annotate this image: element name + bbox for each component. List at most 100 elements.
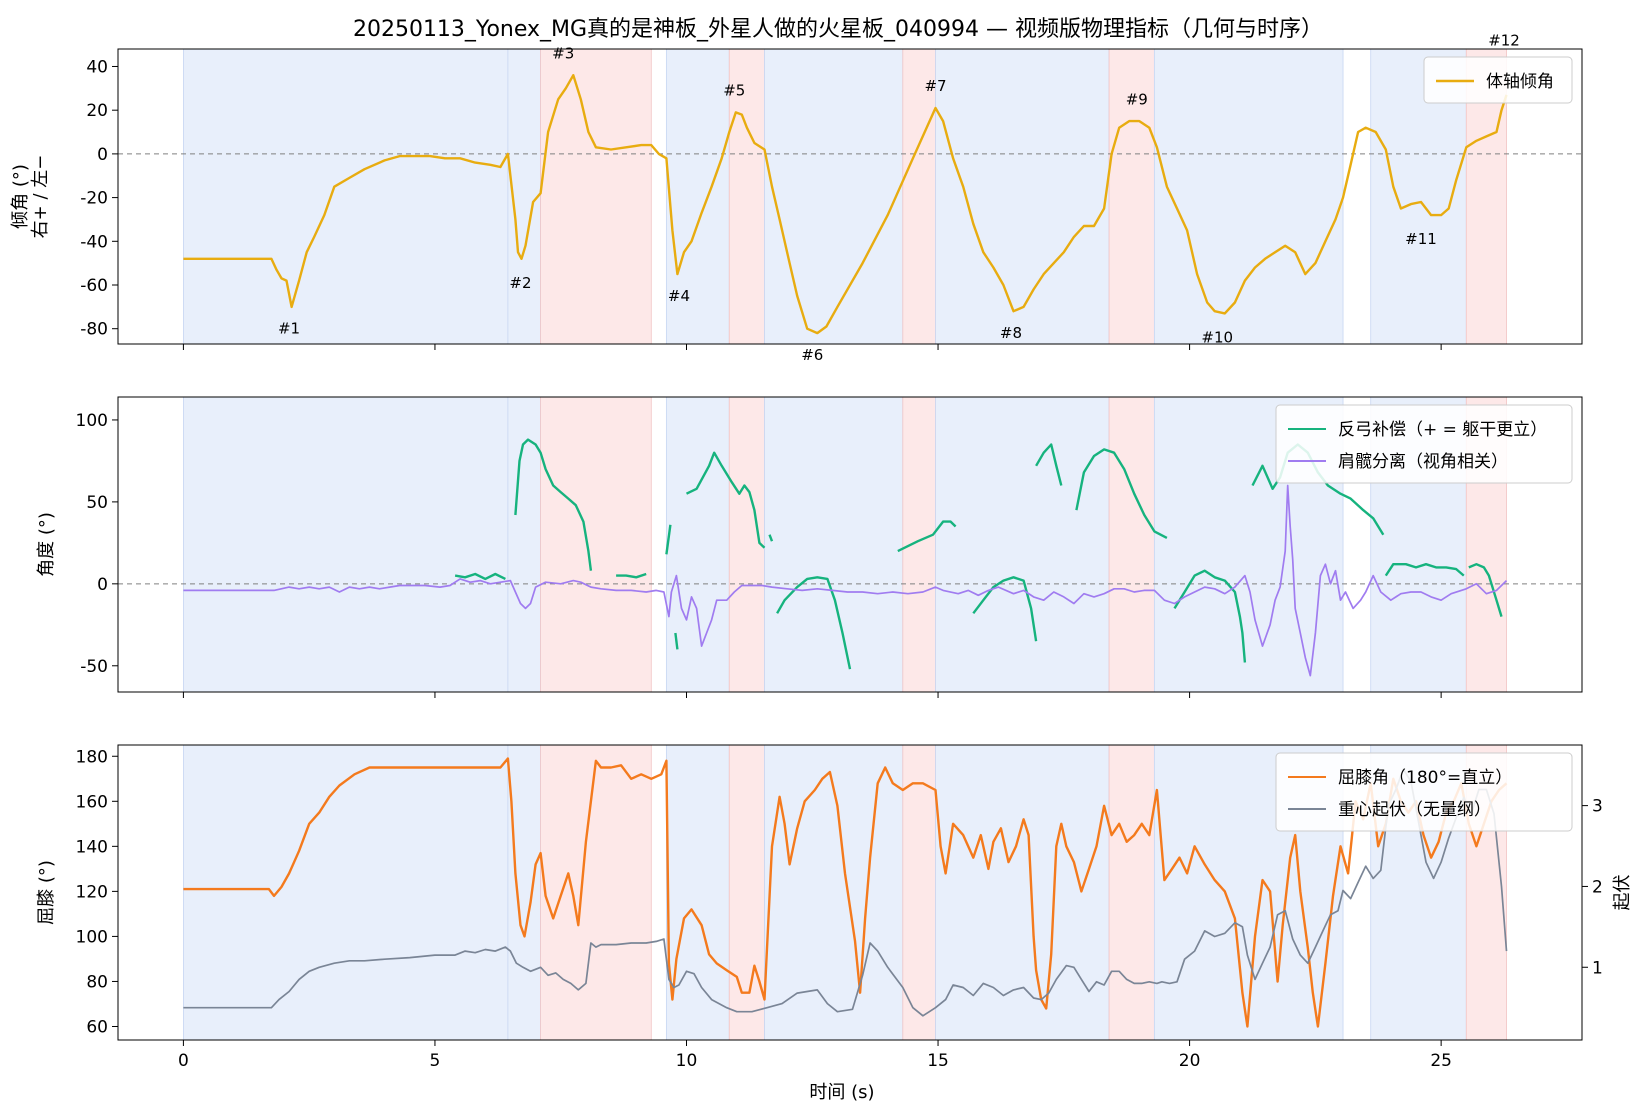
series-line-1-0-seg-15 xyxy=(1468,563,1503,617)
x-axis-label: 时间 (s) xyxy=(809,1082,874,1103)
series-line-1-0-seg-1 xyxy=(514,438,593,571)
y-axis-label: 右+ / 左− xyxy=(30,155,51,239)
peak-label-2: #2 xyxy=(509,274,531,292)
phase-band-6 xyxy=(764,48,904,345)
y-tick-label: 80 xyxy=(86,972,108,992)
peak-label-8: #8 xyxy=(1000,324,1022,342)
peak-label-12: #12 xyxy=(1488,31,1520,49)
y-tick-label: 100 xyxy=(76,411,108,431)
y-tick-label: 50 xyxy=(86,493,108,513)
legend-entry-1: 重心起伏（无量纲） xyxy=(1338,800,1491,820)
y-tick-label: 60 xyxy=(86,1017,108,1037)
axes-frame xyxy=(117,744,1583,1041)
x-tick-label: 15 xyxy=(927,1051,949,1071)
x-tick-label: 10 xyxy=(676,1051,698,1071)
peak-label-3: #3 xyxy=(552,44,574,62)
phase-band-4 xyxy=(665,744,730,1041)
x-tick-label: 0 xyxy=(178,1051,189,1071)
panel-arch-shoulder: 100 50 0 -50 角度 (°) 反弓补偿（+ = 躯干更立） 肩髋分离（视角相关） xyxy=(36,396,1583,698)
y2-axis-label: 起伏 xyxy=(1612,875,1633,911)
series-line-0-0 xyxy=(183,74,1508,335)
phase-band-5 xyxy=(728,744,765,1041)
series-line-1-0-seg-5 xyxy=(685,451,766,549)
series-line-1-0-seg-14 xyxy=(1384,563,1465,577)
phase-band-8 xyxy=(935,48,1110,345)
legend-entry-0: 屈膝角（180°=直立） xyxy=(1338,768,1512,788)
y-tick-label: -20 xyxy=(80,189,108,209)
phase-band-7 xyxy=(902,396,936,693)
series-line-1-0-seg-8 xyxy=(897,520,957,553)
legend-box xyxy=(1275,404,1573,484)
phase-band-5 xyxy=(728,396,765,693)
peak-label-7: #7 xyxy=(924,77,946,95)
y-tick-label: 100 xyxy=(76,927,108,947)
legend-entry-0: 体轴倾角 xyxy=(1486,72,1554,92)
series-line-1-1 xyxy=(183,484,1508,677)
series-line-2-0 xyxy=(183,757,1508,1028)
figure-title: 20250113_Yonex_MG真的是神板_外星人做的火星板_040994 —… xyxy=(353,17,1323,42)
phase-band-9 xyxy=(1108,48,1155,345)
y-tick-label: 0 xyxy=(97,145,108,165)
series-line-1-0-seg-0 xyxy=(454,572,506,581)
axes-frame xyxy=(117,396,1583,693)
panel-knee-com: 180 160 140 120 100 80 60 1 2 3 起伏 0 5 10 15 20 25 屈膝 (°)… xyxy=(36,744,1633,1071)
phase-band-4 xyxy=(665,48,730,345)
phase-band-3 xyxy=(540,48,652,345)
legend-entry-0: 反弓补偿（+ = 躯干更立） xyxy=(1338,420,1547,440)
phase-band-2 xyxy=(507,396,541,693)
series-line-1-0-seg-9 xyxy=(972,576,1038,642)
phase-band-9 xyxy=(1108,396,1155,693)
phase-band-6 xyxy=(764,396,904,693)
phase-band-2 xyxy=(507,744,541,1041)
phase-band-8 xyxy=(935,744,1110,1041)
phase-band-3 xyxy=(540,396,652,693)
phase-band-1 xyxy=(183,396,509,693)
y-tick-label: -80 xyxy=(80,320,108,340)
series-line-1-0-seg-12 xyxy=(1173,569,1247,663)
y-tick-label: -40 xyxy=(80,232,108,252)
peak-label-4: #4 xyxy=(668,287,690,305)
peak-label-10: #10 xyxy=(1201,328,1233,346)
y-tick-label: 140 xyxy=(76,837,108,857)
legend-box xyxy=(1275,752,1573,832)
series-line-1-0-seg-4 xyxy=(674,632,679,650)
phase-band-7 xyxy=(902,48,936,345)
series-line-1-0-seg-6 xyxy=(768,534,774,542)
y-tick-label: 120 xyxy=(76,882,108,902)
y-axis-label: 角度 (°) xyxy=(36,512,57,577)
y-tick-label: 0 xyxy=(97,575,108,595)
phase-band-4 xyxy=(665,396,730,693)
x-tick-label: 5 xyxy=(430,1051,441,1071)
panel-body-tilt: #1 #2 #3 #4 #5 #6 #7 #8 #9 #10 #11 #12 40 20 0 -20 -40 -6… xyxy=(10,31,1583,364)
series-line-2-1 xyxy=(183,768,1508,1017)
x-tick-label: 25 xyxy=(1430,1051,1452,1071)
phase-band-7 xyxy=(902,744,936,1041)
legend-entry-1: 肩髋分离（视角相关） xyxy=(1338,452,1508,472)
y2-tick-label: 3 xyxy=(1592,797,1603,817)
series-line-1-0-seg-10 xyxy=(1035,443,1063,486)
series-line-1-0-seg-7 xyxy=(776,576,852,670)
phase-band-1 xyxy=(183,744,509,1041)
x-tick-label: 20 xyxy=(1179,1051,1201,1071)
phase-band-10 xyxy=(1153,48,1344,345)
y-axis-label: 屈膝 (°) xyxy=(36,860,57,925)
peak-label-9: #9 xyxy=(1126,90,1148,108)
legend-box xyxy=(1423,56,1573,104)
y-tick-label: -60 xyxy=(80,276,108,296)
y2-tick-label: 1 xyxy=(1592,958,1603,978)
series-line-1-0-seg-3 xyxy=(665,524,672,555)
y-tick-label: 180 xyxy=(76,747,108,767)
phase-band-9 xyxy=(1108,744,1155,1041)
legend: 屈膝角（180°=直立） 重心起伏（无量纲） xyxy=(1275,752,1573,832)
peak-label-11: #11 xyxy=(1405,230,1437,248)
phase-band-3 xyxy=(540,744,652,1041)
peak-label-6: #6 xyxy=(801,346,823,364)
y-tick-label: 20 xyxy=(86,101,108,121)
y-axis-label: 倾角 (°) xyxy=(10,164,31,229)
legend: 体轴倾角 xyxy=(1423,56,1573,104)
phase-band-8 xyxy=(935,396,1110,693)
phase-band-1 xyxy=(183,48,509,345)
y-tick-label: 40 xyxy=(86,57,108,77)
y2-tick-label: 2 xyxy=(1592,877,1603,897)
